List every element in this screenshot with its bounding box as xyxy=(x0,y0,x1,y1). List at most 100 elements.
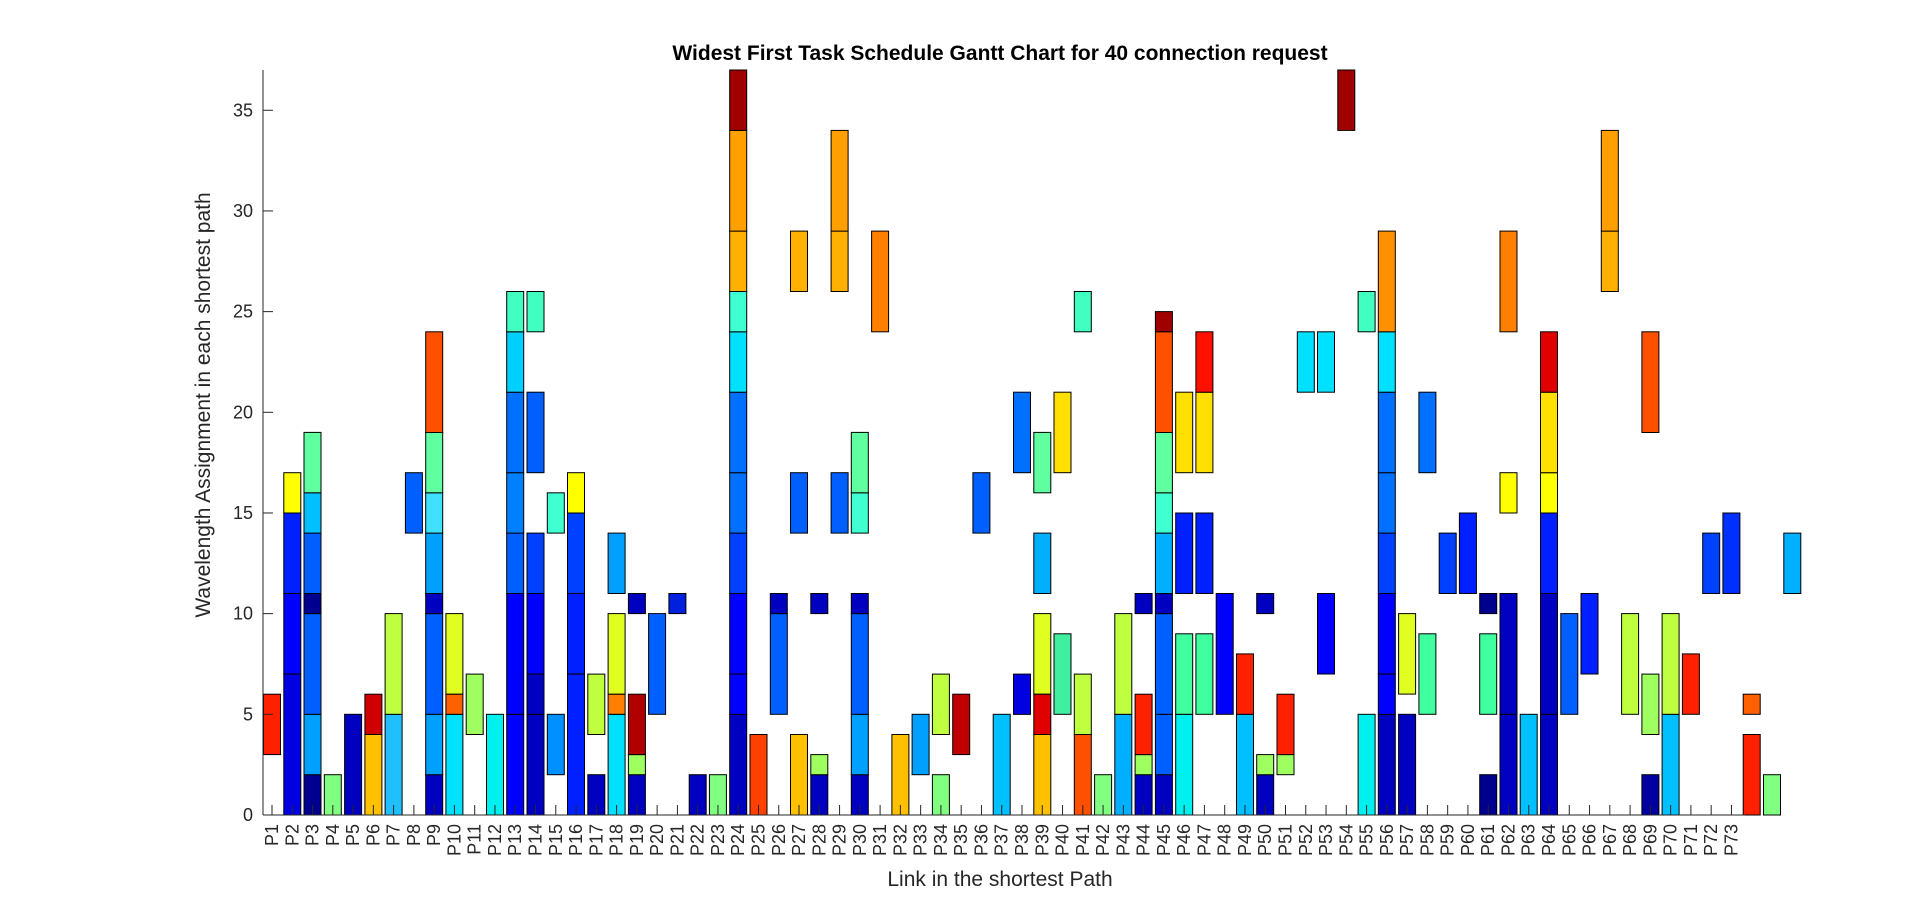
bar-segment-P30-1 xyxy=(850,713,869,776)
bar-segment-P29-1 xyxy=(830,230,849,293)
y-tick-label: 0 xyxy=(243,805,253,825)
bar-segment-P32-0 xyxy=(891,734,910,816)
bar-segment-P2-0 xyxy=(283,673,302,816)
bar-segment-P40-0 xyxy=(1053,633,1072,715)
x-tick-label-P36: P36 xyxy=(971,824,991,856)
bar-segment-P56-2 xyxy=(1377,593,1396,675)
x-tick-label-P27: P27 xyxy=(789,824,809,856)
bar-segment-P20-0 xyxy=(648,613,667,715)
bar-segment-P64-3 xyxy=(1540,472,1558,514)
bar-segment-P51-0 xyxy=(1276,754,1295,776)
bar-segment-P51-1 xyxy=(1276,693,1295,756)
bar-segment-P57-0 xyxy=(1398,713,1417,816)
bar-segment-P56-4 xyxy=(1377,472,1396,534)
x-tick-label-P53: P53 xyxy=(1316,824,1336,856)
bar-segment-P54-0 xyxy=(1337,69,1356,131)
bar-segment-P14-3 xyxy=(526,532,545,594)
bar-segment-P39-1 xyxy=(1033,693,1052,736)
bar-segment-P8-0 xyxy=(404,472,423,534)
bar-segment-P16-0 xyxy=(567,673,585,816)
bar-segment-P73-0 xyxy=(1722,512,1741,594)
x-tick-label-P40: P40 xyxy=(1053,824,1073,856)
x-tick-label-P69: P69 xyxy=(1640,824,1660,856)
bar-segment-P64-0 xyxy=(1540,713,1558,816)
x-tick-label-P57: P57 xyxy=(1397,824,1417,856)
bar-segment-P71-0 xyxy=(1681,653,1700,715)
bar-segment-P16-3 xyxy=(567,472,585,514)
bar-segment-P43-0 xyxy=(1114,713,1133,816)
bar-segment-P62-2 xyxy=(1499,472,1518,514)
bar-segment-P39-3 xyxy=(1033,532,1052,594)
bar-segment-P9-6 xyxy=(425,431,444,494)
bar-segment-P3-3 xyxy=(303,593,322,615)
bar-segment-P63-0 xyxy=(1519,713,1538,816)
bar-segment-P6-1 xyxy=(364,693,383,736)
bar-segment-P39-4 xyxy=(1033,431,1052,494)
bar-segment-P9-4 xyxy=(425,532,444,594)
bar-segment-P40-1 xyxy=(1053,391,1072,474)
bar-segment-P9-5 xyxy=(425,492,444,534)
x-tick-label-P30: P30 xyxy=(850,824,870,856)
bar-segment-P38-1 xyxy=(1013,391,1031,474)
bar-segment-P9-1 xyxy=(425,713,444,776)
x-tick-label-P15: P15 xyxy=(546,824,566,856)
x-tick-label-P4: P4 xyxy=(323,824,343,846)
bar-segment-P49-0 xyxy=(1236,713,1254,816)
bar-segment-P13-5 xyxy=(506,331,525,393)
bar-segment-P56-3 xyxy=(1377,532,1396,594)
x-tick-label-P73: P73 xyxy=(1721,824,1741,856)
bar-segment-P28-2 xyxy=(810,593,829,615)
bar-segment-P18-2 xyxy=(607,613,626,695)
x-tick-label-P66: P66 xyxy=(1580,824,1600,856)
x-tick-label-P6: P6 xyxy=(363,824,383,846)
y-tick-label: 30 xyxy=(233,201,253,221)
bar-segment-P67-0 xyxy=(1600,230,1619,293)
x-tick-label-P31: P31 xyxy=(870,824,890,856)
bar-segment-undefined-0 xyxy=(1742,734,1761,816)
x-tick-label-P20: P20 xyxy=(647,824,667,856)
bar-segment-P6-0 xyxy=(364,734,383,816)
bar-segment-P41-1 xyxy=(1073,673,1092,735)
bar-segment-P9-3 xyxy=(425,593,444,615)
bar-segment-undefined-0 xyxy=(1763,774,1781,816)
bar-segment-P3-5 xyxy=(303,492,322,534)
bar-segment-P69-1 xyxy=(1641,673,1660,735)
x-tick-label-P58: P58 xyxy=(1417,824,1437,856)
bar-segment-P56-5 xyxy=(1377,391,1396,474)
bar-segment-P16-2 xyxy=(567,512,585,594)
bar-segment-undefined-1 xyxy=(1742,693,1761,715)
x-tick-label-P38: P38 xyxy=(1012,824,1032,856)
bar-segment-P18-0 xyxy=(607,713,626,816)
bar-segment-P3-6 xyxy=(303,431,322,494)
bar-segment-P69-2 xyxy=(1641,331,1660,433)
x-tick-label-P60: P60 xyxy=(1458,824,1478,856)
bar-segment-P24-5 xyxy=(729,391,748,474)
bar-segment-P55-0 xyxy=(1357,713,1376,816)
x-tick-label-P2: P2 xyxy=(282,824,302,846)
x-tick-label-P64: P64 xyxy=(1539,824,1559,856)
x-tick-label-P5: P5 xyxy=(343,824,363,846)
bar-segment-P3-2 xyxy=(303,613,322,715)
x-tick-label-P43: P43 xyxy=(1113,824,1133,856)
bar-segment-P53-1 xyxy=(1317,331,1335,393)
x-tick-label-P42: P42 xyxy=(1093,824,1113,856)
bar-segment-P24-1 xyxy=(729,673,748,715)
y-tick-label: 20 xyxy=(233,402,253,422)
bar-segment-P56-6 xyxy=(1377,331,1396,393)
x-tick-label-P17: P17 xyxy=(586,824,606,856)
bar-segment-P49-1 xyxy=(1236,653,1254,715)
x-tick-label-P67: P67 xyxy=(1600,824,1620,856)
bar-segment-P64-1 xyxy=(1540,593,1558,715)
bar-segment-P26-0 xyxy=(769,613,788,715)
x-tick-label-P39: P39 xyxy=(1032,824,1052,856)
bar-segment-P1-0 xyxy=(263,693,281,756)
x-tick-label-P70: P70 xyxy=(1661,824,1681,856)
bar-segment-P30-2 xyxy=(850,613,869,715)
bar-segment-P24-10 xyxy=(729,69,748,131)
x-tick-label-P65: P65 xyxy=(1559,824,1579,856)
bar-segment-P58-1 xyxy=(1418,391,1437,474)
bar-segment-P24-6 xyxy=(729,331,748,393)
bar-segment-P45-7 xyxy=(1154,331,1173,433)
bar-segment-P66-0 xyxy=(1580,593,1599,675)
bar-segment-P14-1 xyxy=(526,673,545,715)
